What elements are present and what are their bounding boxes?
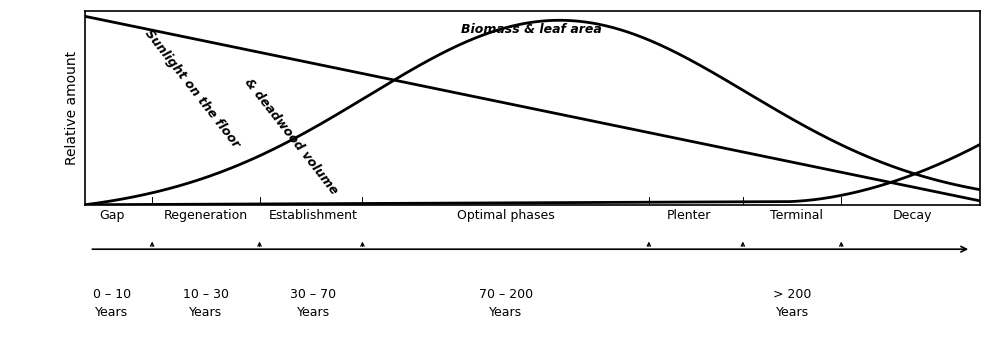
Text: > 200
Years: > 200 Years: [773, 288, 811, 318]
Text: Establishment: Establishment: [269, 209, 358, 222]
Text: Optimal phases: Optimal phases: [457, 209, 555, 222]
Y-axis label: Relative amount: Relative amount: [65, 50, 79, 165]
Text: 0 – 10
Years: 0 – 10 Years: [93, 288, 131, 318]
Text: Biomass & leaf area: Biomass & leaf area: [461, 23, 602, 36]
Text: & deadwood volume: & deadwood volume: [242, 76, 340, 197]
Text: Gap: Gap: [99, 209, 125, 222]
Text: Terminal: Terminal: [770, 209, 823, 222]
Text: Sunlight on the floor: Sunlight on the floor: [142, 27, 243, 150]
Text: Plenter: Plenter: [667, 209, 711, 222]
Text: 70 – 200
Years: 70 – 200 Years: [479, 288, 533, 318]
Text: 10 – 30
Years: 10 – 30 Years: [183, 288, 229, 318]
Text: Regeneration: Regeneration: [164, 209, 248, 222]
Text: Decay: Decay: [893, 209, 933, 222]
Text: 30 – 70
Years: 30 – 70 Years: [290, 288, 336, 318]
